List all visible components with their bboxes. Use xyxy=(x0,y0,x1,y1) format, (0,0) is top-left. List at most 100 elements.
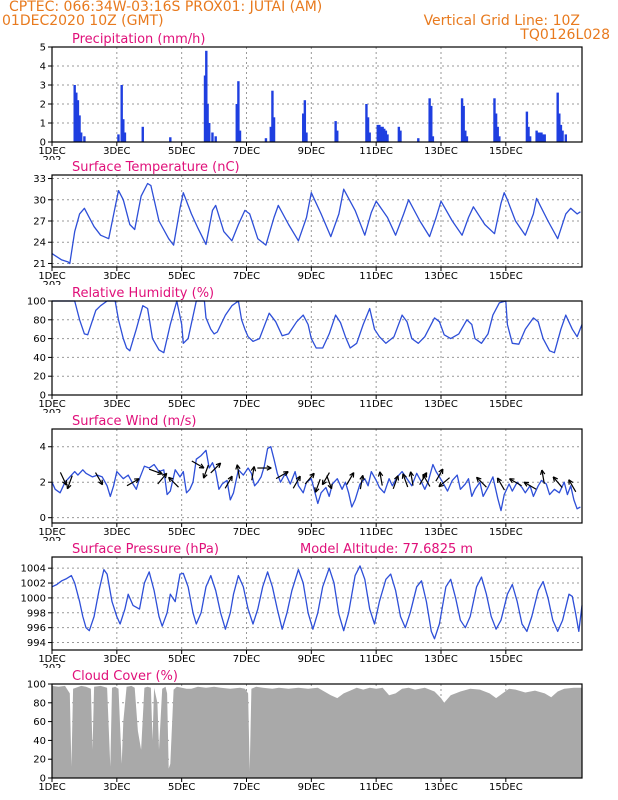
wind-vector-arrow xyxy=(304,472,315,485)
precip-bar xyxy=(305,132,308,142)
precip-bar xyxy=(214,136,217,142)
precip-bar xyxy=(334,121,337,142)
x-tick-label: 5DEC xyxy=(168,654,195,665)
x-year-label-clipped: 202 xyxy=(42,536,61,547)
x-tick-label: 1DEC xyxy=(38,654,65,665)
rh-panel-title: Relative Humidity (%) xyxy=(72,286,214,301)
precip-bar xyxy=(384,130,388,142)
x-year-label-clipped: 202 xyxy=(42,155,61,166)
y-tick-label: 30 xyxy=(33,195,46,206)
x-tick-label: 9DEC xyxy=(298,146,325,157)
cloud-cover-area xyxy=(52,685,582,778)
x-tick-label: 5DEC xyxy=(168,271,195,282)
y-tick-label: 3 xyxy=(40,81,46,92)
wind-vector-arrow xyxy=(126,478,140,487)
precip-frame xyxy=(51,46,583,143)
x-tick-label: 5DEC xyxy=(168,146,195,157)
wind-vector-arrow xyxy=(438,477,450,488)
x-tick-label: 13DEC xyxy=(424,782,458,793)
x-tick-label: 9DEC xyxy=(298,271,325,282)
x-tick-label: 15DEC xyxy=(489,399,523,410)
wind-vector-arrow xyxy=(392,475,400,489)
cloud-frame xyxy=(51,683,583,779)
wind-vector-arrow xyxy=(523,481,537,490)
precip-bar xyxy=(528,136,532,142)
y-tick-label: 40 xyxy=(33,736,46,747)
precip-bar xyxy=(336,130,339,142)
wind-vector-arrow xyxy=(321,472,330,486)
y-tick-label: 1000 xyxy=(21,593,46,604)
y-tick-label: 40 xyxy=(33,353,46,364)
y-tick-label: 20 xyxy=(33,755,46,766)
wind-vector-arrow xyxy=(235,464,241,479)
pressure-series-line xyxy=(51,565,583,640)
x-year-label-clipped: 202 xyxy=(42,280,61,291)
precip-bar xyxy=(376,124,379,142)
x-tick-label: 11DEC xyxy=(359,654,393,665)
precip-bar xyxy=(465,136,469,142)
precip-bar xyxy=(431,136,435,142)
precip-bar xyxy=(264,138,268,142)
pressure-panel: 994 996 998 1000 1002 1004 1DEC 3DEC 5DEC 7DEC 9DE… xyxy=(21,542,583,674)
wind-vector-arrow xyxy=(359,474,365,490)
precip-bar xyxy=(73,85,76,142)
x-tick-label: 11DEC xyxy=(359,399,393,410)
wind-panel-title: Surface Wind (m/s) xyxy=(72,414,196,429)
rh-frame xyxy=(51,300,583,396)
precip-bar xyxy=(120,85,123,142)
y-tick-label: 0 xyxy=(40,513,46,524)
header-grid-line-note: Vertical Grid Line: 10Z xyxy=(423,13,580,29)
precip-bar xyxy=(83,136,86,142)
y-tick-label: 80 xyxy=(33,315,46,326)
precip-bar xyxy=(386,134,389,142)
x-tick-label: 7DEC xyxy=(233,399,260,410)
wind-vector-arrow xyxy=(326,475,333,490)
x-tick-label: 1DEC xyxy=(38,399,65,410)
precip-bar xyxy=(556,92,559,142)
x-tick-label: 3DEC xyxy=(103,399,130,410)
wind-vector-arrow xyxy=(377,471,384,486)
precip-bar xyxy=(462,105,465,142)
x-tick-label: 11DEC xyxy=(359,527,393,538)
precip-bar xyxy=(169,137,172,142)
y-tick-label: 80 xyxy=(33,698,46,709)
x-tick-label: 7DEC xyxy=(233,782,260,793)
precip-bar xyxy=(564,134,567,142)
x-tick-label: 11DEC xyxy=(359,782,393,793)
x-tick-label: 3DEC xyxy=(103,146,130,157)
wind-vector-arrow xyxy=(59,472,67,486)
x-tick-label: 11DEC xyxy=(359,146,393,157)
wind-vector-arrow xyxy=(148,468,163,476)
precip-bar xyxy=(493,98,496,142)
wind-panel: 0 2 4 1DEC 3DEC 5DEC 7DEC 9DEC 11DEC 13DEC 15DEC 20… xyxy=(38,414,583,547)
precip-bar xyxy=(430,105,433,142)
precip-bar xyxy=(237,81,240,142)
precip-bar xyxy=(541,134,545,142)
x-year-label-clipped: 202 xyxy=(42,663,61,674)
y-tick-label: 4 xyxy=(40,442,46,453)
precip-bar xyxy=(141,126,144,142)
wind-vector-arrow xyxy=(292,475,301,489)
precip-bar xyxy=(379,126,383,142)
x-tick-label: 9DEC xyxy=(298,654,325,665)
wind-vector-arrow xyxy=(401,473,409,488)
x-tick-label: 1DEC xyxy=(38,271,65,282)
wind-vector-arrow xyxy=(94,472,104,486)
wind-vector-arrow xyxy=(508,478,522,487)
precip-bar xyxy=(428,98,431,142)
header-location: CPTEC: 066:34W-03:16S PROX01: JUTAI (AM) xyxy=(9,0,323,15)
y-tick-label: 0 xyxy=(40,391,46,402)
x-tick-label: 13DEC xyxy=(424,271,458,282)
precip-bar xyxy=(498,136,501,142)
x-tick-label: 5DEC xyxy=(168,399,195,410)
precip-bar xyxy=(123,132,127,142)
x-tick-label: 3DEC xyxy=(103,271,130,282)
precip-bar xyxy=(368,132,371,142)
precip-bar xyxy=(383,128,386,142)
precip-bar xyxy=(558,113,561,142)
x-tick-label: 13DEC xyxy=(424,527,458,538)
x-tick-label: 13DEC xyxy=(424,399,458,410)
wind-vector-arrow xyxy=(552,476,563,488)
x-tick-label: 15DEC xyxy=(489,527,523,538)
